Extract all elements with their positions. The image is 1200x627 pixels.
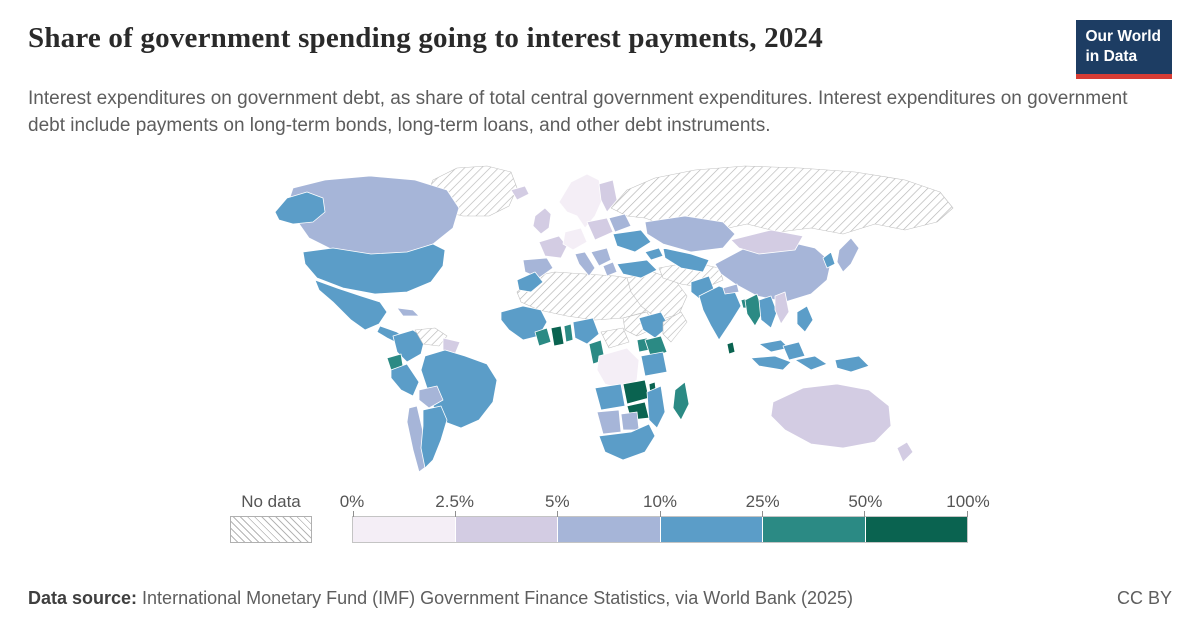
legend-bin-10-25%[interactable] <box>659 517 762 542</box>
region-central-asia[interactable]: Uzbekistan & Turkmenistan <box>662 247 710 273</box>
region-usa[interactable]: United States <box>302 243 446 295</box>
region-australia[interactable]: Australia <box>770 383 892 449</box>
region-morocco[interactable]: Morocco <box>516 271 544 293</box>
license-link[interactable]: CC BY <box>1116 588 1172 608</box>
legend-tick-label: 50% <box>848 492 883 511</box>
region-chile[interactable]: Chile <box>406 405 428 473</box>
legend-bin-25-50%[interactable] <box>762 517 865 542</box>
region-sri-lanka[interactable]: Sri Lanka <box>726 341 736 355</box>
region-india[interactable]: India <box>698 285 742 341</box>
region-zambia[interactable]: Zambia <box>622 379 650 405</box>
region-cuba[interactable]: Cuba <box>396 307 420 317</box>
region-uk[interactable]: United Kingdom & Ireland <box>532 207 552 235</box>
legend-tick-mark <box>966 511 968 517</box>
region-vietnam[interactable]: Vietnam <box>774 291 790 325</box>
world-map: Russia Greenland North Africa & Sahel Su… <box>175 160 1015 490</box>
legend-bin-50-100%[interactable] <box>864 517 967 542</box>
region-france[interactable]: France <box>538 235 568 259</box>
legend-tick-label: 10% <box>642 492 678 511</box>
legend-tick-mark <box>864 511 866 517</box>
region-poland[interactable]: Poland & Baltics <box>586 217 614 241</box>
page-title: Share of government spending going to in… <box>28 22 823 54</box>
owid-logo[interactable]: Our World in Data <box>1075 20 1172 80</box>
data-source-text: International Monetary Fund (IMF) Govern… <box>137 588 854 608</box>
region-finland[interactable]: Finland <box>598 179 618 213</box>
legend-tick-mark <box>454 511 456 517</box>
region-bolivia[interactable]: Bolivia <box>418 385 444 409</box>
region-belarus[interactable]: Belarus <box>608 213 632 233</box>
region-botswana[interactable]: Botswana <box>620 411 640 431</box>
legend-tick-label: 25% <box>745 492 780 511</box>
region-italy[interactable]: Italy <box>574 251 596 277</box>
legend-no-data-group: No data <box>230 492 312 543</box>
region-caucasus[interactable]: Caucasus <box>644 247 664 261</box>
region-turkey[interactable]: Turkey <box>616 259 658 279</box>
legend-bar-group: 0% 2.5% 5% 10% 25% 50% 100% <box>340 492 990 543</box>
region-philippines[interactable]: Philippines <box>796 305 814 333</box>
region-cote-divoire[interactable]: Cote d'Ivoire <box>534 327 552 347</box>
legend-bin-5-10%[interactable] <box>557 517 660 542</box>
legend-tick-label: 0% <box>339 492 365 511</box>
region-mexico[interactable]: Mexico <box>314 279 388 331</box>
legend-ticks: 0% 2.5% 5% 10% 25% 50% 100% <box>340 492 990 516</box>
region-indonesia-west[interactable]: Indonesia (Sumatra-Java) <box>750 355 792 371</box>
legend-color-bar <box>352 511 968 543</box>
region-south-africa[interactable]: South Africa <box>598 423 656 461</box>
region-togo-benin[interactable]: Togo & Benin <box>563 323 574 343</box>
data-source-label: Data source: <box>28 588 138 608</box>
region-new-zealand[interactable]: New Zealand <box>896 441 914 463</box>
region-alaska[interactable]: United States (Alaska) <box>274 191 326 225</box>
region-iberia[interactable]: Spain & Portugal <box>522 257 554 279</box>
region-angola[interactable]: Angola <box>594 383 626 411</box>
region-car[interactable]: Central African Republic <box>600 327 630 349</box>
region-ghana[interactable]: Ghana <box>550 325 565 347</box>
owid-logo-line2: in Data <box>1085 48 1138 66</box>
region-png[interactable]: Papua New Guinea <box>834 355 870 373</box>
legend-tick-mark <box>761 511 763 517</box>
legend-tick-label: 2.5% <box>435 492 475 511</box>
region-germany[interactable]: Germany & Central Europe <box>562 227 588 251</box>
region-thailand[interactable]: Thailand & Laos <box>758 295 778 329</box>
region-japan[interactable]: Japan <box>836 237 860 273</box>
region-tanzania[interactable]: Tanzania <box>640 351 668 377</box>
owid-logo-line1: Our World <box>1085 28 1162 45</box>
legend-bin-0-2.5%[interactable] <box>353 517 455 542</box>
region-mongolia[interactable]: Mongolia <box>730 229 804 255</box>
region-iceland[interactable]: Iceland <box>510 185 530 201</box>
region-korea[interactable]: South Korea <box>822 251 836 269</box>
region-nepal[interactable]: Nepal <box>722 283 740 295</box>
region-namibia[interactable]: Namibia <box>596 409 622 435</box>
chart-subtitle: Interest expenditures on government debt… <box>28 88 1128 136</box>
region-argentina[interactable]: Argentina <box>420 405 448 469</box>
region-nigeria[interactable]: Nigeria <box>572 317 600 345</box>
legend-no-data-swatch[interactable] <box>230 516 312 543</box>
region-borneo[interactable]: Borneo (Indonesia/Malaysia) <box>782 341 806 361</box>
region-ethiopia[interactable]: Ethiopia <box>638 311 670 339</box>
region-madagascar[interactable]: Madagascar <box>672 381 690 421</box>
region-mozambique[interactable]: Mozambique <box>646 385 666 429</box>
legend-tick-label: 100% <box>946 492 990 511</box>
region-somalia[interactable]: Somalia <box>662 311 688 343</box>
map-legend: No data 0% 2.5% 5% 10% 25% 50% 100% <box>230 492 990 554</box>
region-scandinavia[interactable]: Norway & Sweden <box>558 173 604 229</box>
legend-tick-mark <box>557 511 559 517</box>
legend-tick-mark <box>352 511 354 517</box>
region-peru[interactable]: Peru <box>390 363 420 397</box>
legend-bin-2.5-5%[interactable] <box>454 517 557 542</box>
region-kazakhstan[interactable]: Kazakhstan <box>644 215 736 253</box>
legend-no-data-label: No data <box>241 492 301 511</box>
region-balkans[interactable]: Balkans <box>590 247 612 267</box>
data-source-line: Data source: International Monetary Fund… <box>28 588 853 609</box>
chart-footer: Data source: International Monetary Fund… <box>28 588 1172 609</box>
region-greece[interactable]: Greece <box>602 261 618 277</box>
legend-tick-mark <box>659 511 661 517</box>
legend-tick-label: 5% <box>545 492 570 511</box>
region-myanmar[interactable]: Myanmar <box>744 293 764 327</box>
region-ukraine[interactable]: Ukraine <box>612 229 652 253</box>
region-indonesia-east[interactable]: Indonesia (Sulawesi-Maluku) <box>794 355 828 371</box>
